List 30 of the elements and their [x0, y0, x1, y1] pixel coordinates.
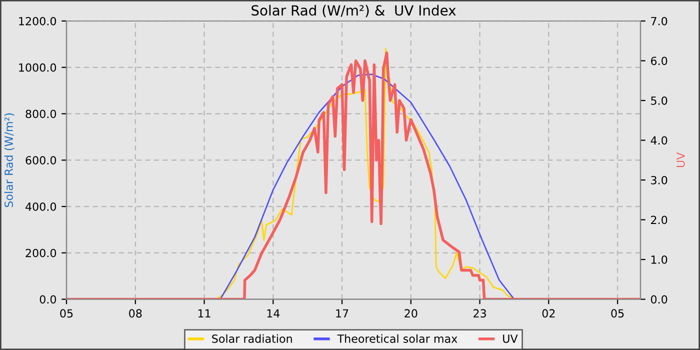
y-tick-label: 600.0: [26, 156, 56, 165]
x-tick-label: 05: [611, 309, 624, 318]
x-tick-label: 02: [542, 309, 555, 318]
y2-tick-label: 3.0: [651, 176, 668, 184]
y2-tick-label: 0.0: [650, 295, 668, 304]
chart-title: Solar Rad (W/m²) & UV Index: [252, 4, 456, 18]
y-tick-label: 1000.0: [19, 63, 56, 72]
y2-tick-label: 4.0: [650, 136, 668, 145]
legend-label: Theoretical solar max: [337, 334, 458, 343]
legend-label: Solar radiation: [212, 334, 292, 343]
y-tick-label: 400.0: [26, 202, 56, 211]
x-tick-label: 05: [60, 309, 73, 318]
y2-tick-label: 6.0: [651, 56, 668, 66]
y-axis-title: Solar Rad (W/m²): [4, 113, 14, 208]
y2-tick-label: 2.0: [651, 216, 668, 224]
x-tick-label: 17: [336, 309, 348, 318]
y2-axis-title: UV: [676, 152, 685, 168]
y2-tick-label: 1.0: [651, 255, 668, 264]
y2-tick-label: 7.0: [651, 16, 668, 26]
x-tick-label: 08: [129, 309, 142, 318]
y-tick-label: 1200.0: [19, 16, 56, 26]
y-tick-label: 800.0: [26, 110, 56, 118]
x-tick-label: 14: [267, 309, 280, 318]
legend-label: UV: [503, 334, 518, 343]
y-tick-label: 0.0: [40, 295, 56, 304]
x-tick-label: 23: [474, 309, 486, 318]
y-tick-label: 200.0: [26, 248, 56, 258]
x-tick-label: 11: [198, 309, 210, 318]
y2-tick-label: 5.0: [651, 96, 668, 105]
x-tick-label: 20: [404, 309, 418, 318]
